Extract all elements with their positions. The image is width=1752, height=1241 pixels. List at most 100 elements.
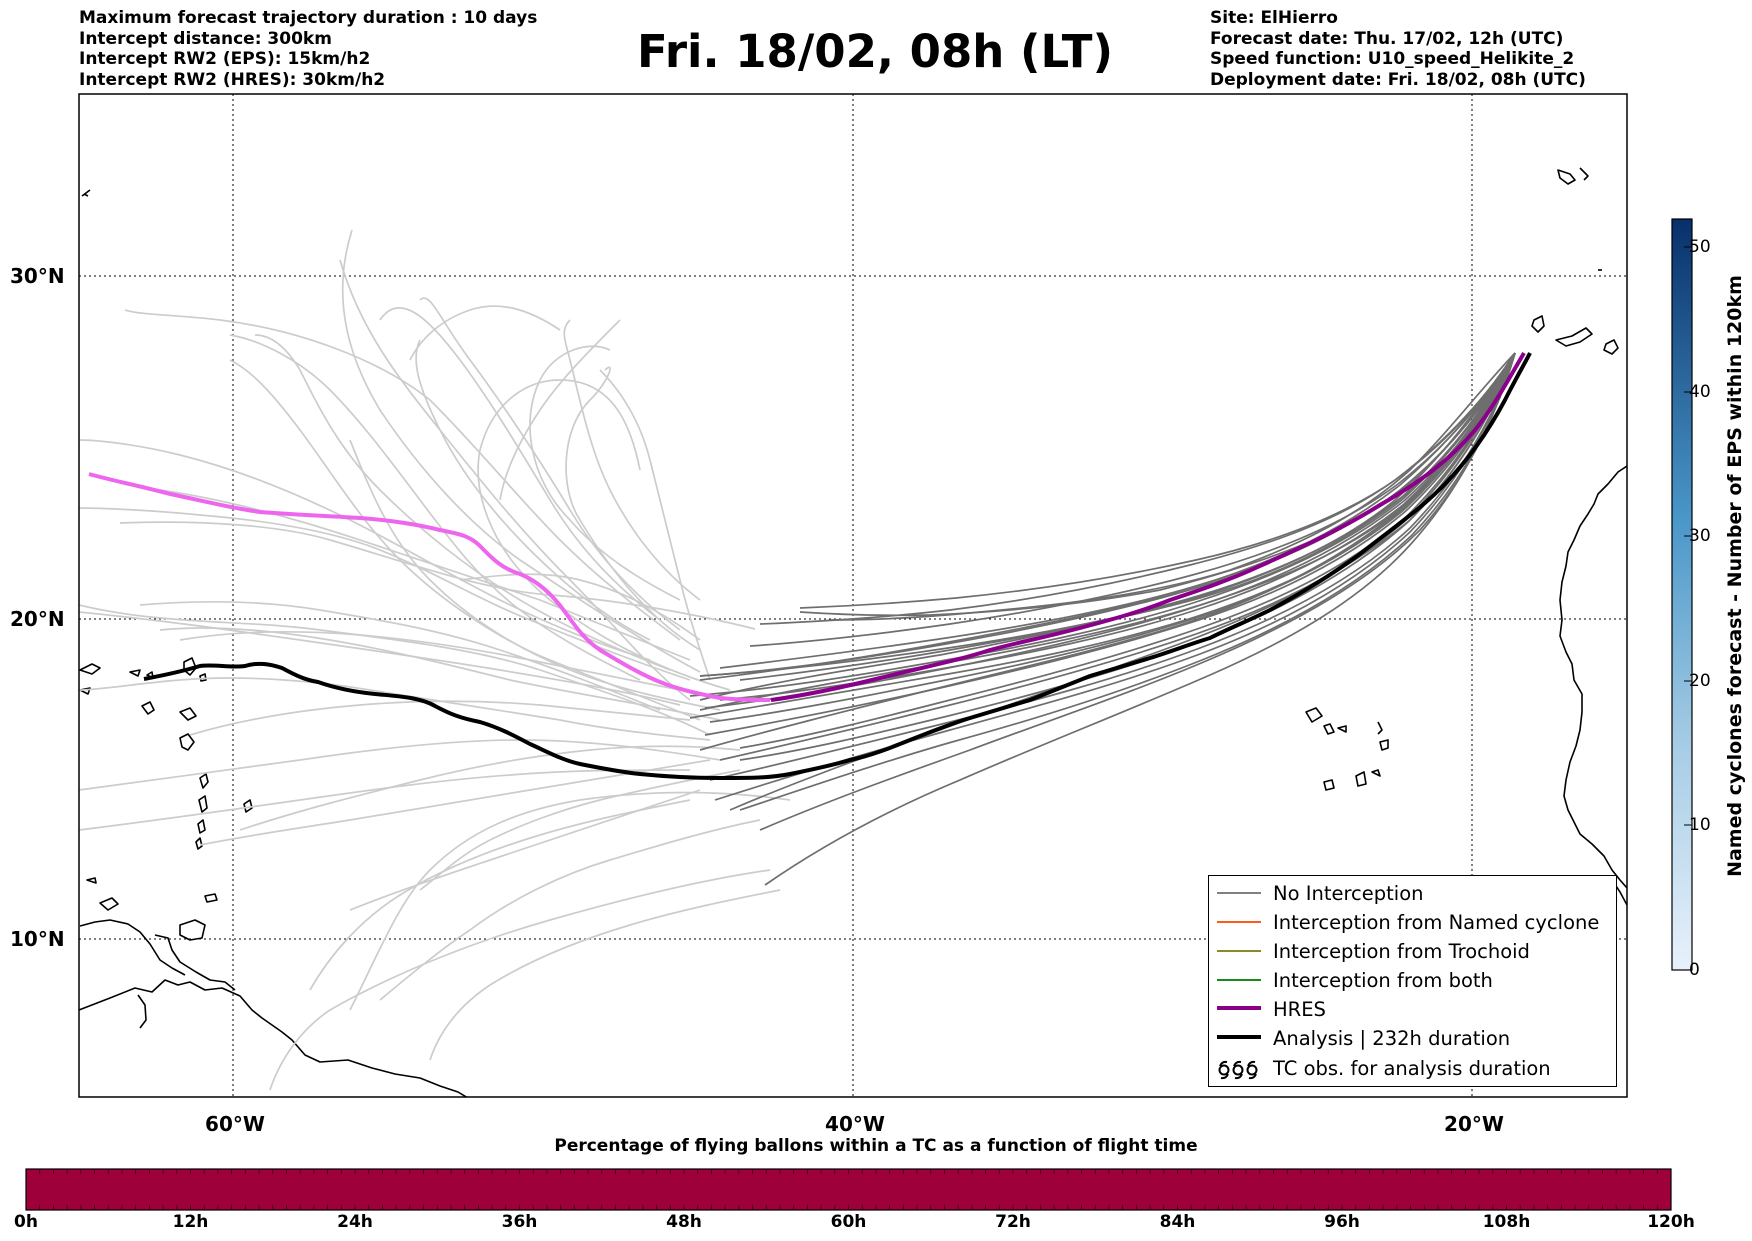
eps-faint-track xyxy=(79,507,691,681)
coast-cape-verde-4 xyxy=(1377,721,1383,735)
header-right-line: Speed function: U10_speed_Helikite_2 xyxy=(1210,49,1575,69)
eps-faint-track xyxy=(349,789,701,911)
header-left-line: Intercept distance: 300km xyxy=(79,28,332,49)
coast-lesser-antilles-10 xyxy=(195,837,203,850)
time-bar-tick-label: 120h xyxy=(1647,1212,1695,1232)
legend-label: Interception from Trochoid xyxy=(1273,940,1530,963)
legend-swatch-named-cyclone xyxy=(1217,921,1261,923)
eps-faint-track xyxy=(477,379,731,691)
lat-label-10n: 10°N xyxy=(10,927,65,951)
eps-track xyxy=(799,352,1516,609)
coast-lesser-antilles-2 xyxy=(179,733,195,751)
coast-peninsula xyxy=(137,994,147,1029)
coastlines xyxy=(79,167,1627,1097)
coast-island-1 xyxy=(99,897,119,911)
eps-faint-track xyxy=(409,305,561,361)
legend-swatch-trochoid xyxy=(1217,950,1261,952)
coast-lesser-antilles-6 xyxy=(141,701,155,715)
eps-faint-track xyxy=(599,369,711,681)
coast-lesser-antilles-3 xyxy=(199,773,209,789)
eps-track xyxy=(829,352,1516,621)
eps-track xyxy=(699,352,1516,677)
eps-track xyxy=(689,352,1516,719)
eps-faint-track xyxy=(79,677,711,741)
coast-canary-2 xyxy=(1579,167,1589,181)
header-left-line: Intercept RW2 (HRES): 30km/h2 xyxy=(79,69,386,90)
map-frame xyxy=(78,93,1628,1098)
coast-island-3 xyxy=(86,877,97,884)
lon-label-60w: 60°W xyxy=(205,1112,265,1136)
lon-label-20w: 20°W xyxy=(1444,1112,1504,1136)
eps-faint-track xyxy=(239,745,741,831)
coast-canary-5 xyxy=(1603,339,1619,355)
header-right-line: Forecast date: Thu. 17/02, 12h (UTC) xyxy=(1210,28,1564,49)
eps-faint-track xyxy=(229,359,701,721)
coast-cape-verde-8 xyxy=(1371,769,1381,777)
eps-faint-track xyxy=(179,630,681,691)
time-bar-fill xyxy=(25,1168,1672,1211)
time-bar-tick-label: 24h xyxy=(337,1212,373,1232)
legend-label: No Interception xyxy=(1273,882,1424,905)
time-bar-tick-label: 84h xyxy=(1159,1212,1196,1232)
coast-cape-verde-5 xyxy=(1379,739,1389,751)
time-bar-tick-label: 60h xyxy=(830,1212,867,1232)
coast-canary-3 xyxy=(1531,315,1545,333)
eps-faint-track xyxy=(379,819,761,1001)
hres-light-trajectory xyxy=(88,472,771,702)
colorbar-tick-label: 30 xyxy=(1689,526,1711,546)
header-left-line: Maximum forecast trajectory duration : 1… xyxy=(79,8,538,28)
eps-faint-trajectories xyxy=(79,229,791,1091)
coast-trinidad xyxy=(179,919,206,941)
time-bar-tick-label: 12h xyxy=(172,1212,209,1232)
eps-faint-track xyxy=(159,627,721,721)
legend-label: Interception from both xyxy=(1273,969,1493,992)
time-bar-title: Percentage of flying ballons within a TC… xyxy=(554,1136,1198,1156)
legend-label: HRES xyxy=(1273,998,1326,1021)
eps-faint-track xyxy=(339,259,691,701)
colorbar-tick-label: 50 xyxy=(1689,237,1711,257)
time-bar-tick-label: 0h xyxy=(14,1212,38,1232)
eps-faint-track xyxy=(419,297,681,631)
colorbar-tick-label: 0 xyxy=(1689,960,1700,980)
coast-cape-verde-6 xyxy=(1323,779,1335,791)
eps-faint-track xyxy=(341,229,701,673)
legend-label: Interception from Named cyclone xyxy=(1273,911,1600,934)
eps-track xyxy=(739,352,1516,811)
coast-lesser-antilles-8 xyxy=(199,673,207,682)
eps-faint-track xyxy=(119,521,756,630)
legend-label: Analysis | 232h duration xyxy=(1273,1027,1511,1050)
coast-cape-verde-1 xyxy=(1305,707,1323,723)
eps-faint-track xyxy=(459,573,701,641)
eps-faint-track xyxy=(139,600,661,711)
eps-faint-track xyxy=(379,307,661,621)
eps-no-interception-trajectories xyxy=(689,352,1516,886)
colorbar-tick-label: 20 xyxy=(1689,671,1711,691)
eps-faint-track xyxy=(189,700,691,736)
eps-faint-track xyxy=(499,319,621,501)
eps-faint-track xyxy=(419,769,741,891)
lon-label-40w: 40°W xyxy=(825,1112,885,1136)
eps-faint-track xyxy=(254,334,671,671)
eps-track xyxy=(749,352,1516,647)
legend: No Interception Interception from Named … xyxy=(1208,875,1617,1087)
eps-track xyxy=(704,352,1516,736)
time-bar-tick-label: 48h xyxy=(666,1212,702,1232)
eps-faint-track xyxy=(124,309,681,641)
time-bar-tick-label: 108h xyxy=(1482,1212,1531,1232)
coast-venezuela-islands xyxy=(79,919,186,976)
lat-label-20n: 20°N xyxy=(10,607,65,631)
colorbar-title: Named cyclones forecast - Number of EPS … xyxy=(1723,216,1747,936)
analysis-trajectory xyxy=(143,352,1532,781)
eps-faint-track xyxy=(229,334,641,681)
eps-faint-track xyxy=(79,439,651,661)
legend-swatch-analysis xyxy=(1217,1035,1261,1039)
eps-faint-track xyxy=(563,319,701,601)
legend-swatch-both xyxy=(1217,979,1261,981)
eps-track xyxy=(719,352,1516,761)
eps-faint-track xyxy=(79,604,711,736)
coast-south-america xyxy=(79,979,468,1097)
header-info-right: Site: ElHierro Forecast date: Thu. 17/02… xyxy=(1210,8,1586,90)
eps-track xyxy=(699,352,1516,677)
eps-faint-track xyxy=(529,345,681,601)
